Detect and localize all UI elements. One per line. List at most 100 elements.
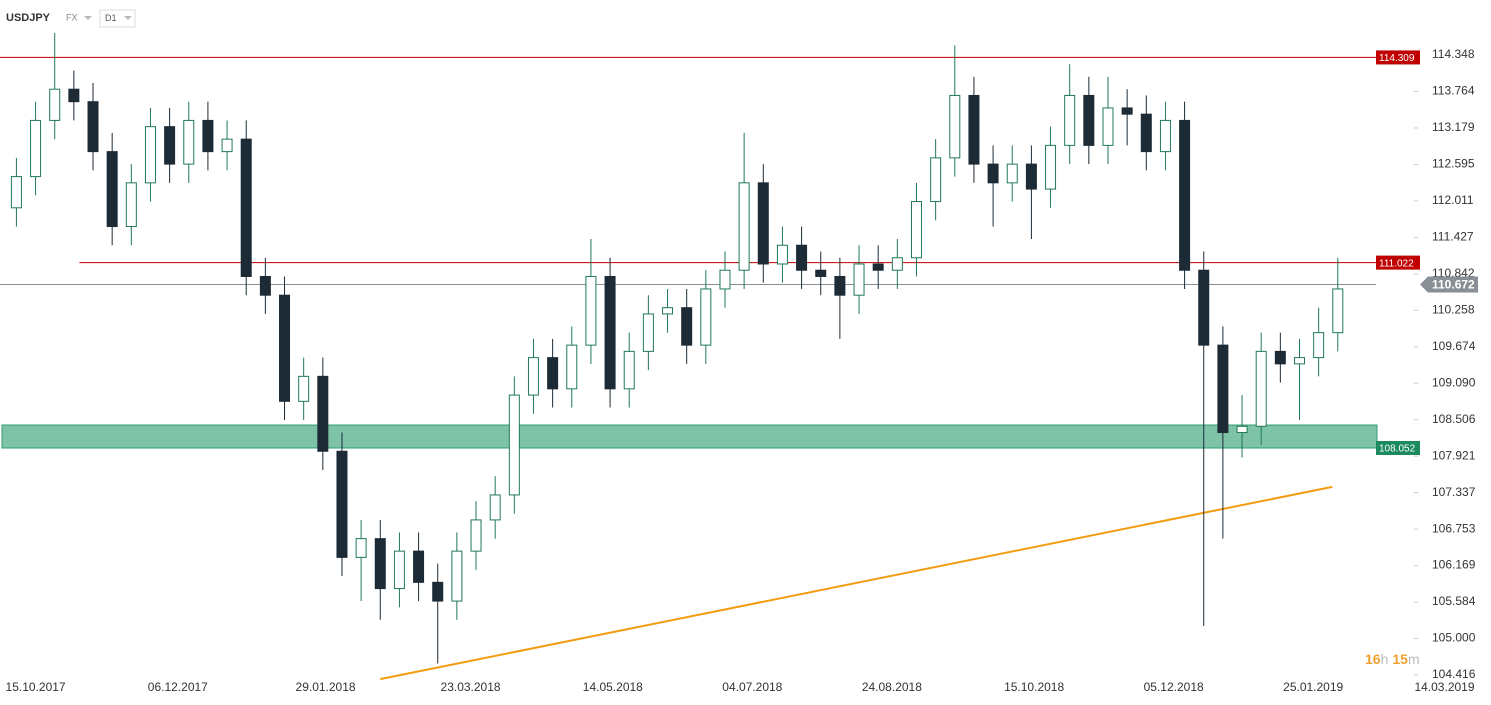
symbol: USDJPY — [6, 12, 51, 24]
candle-body — [872, 263, 884, 271]
y-tick-label: 113.764 — [1432, 84, 1475, 98]
candle-body — [393, 550, 405, 590]
candle-body — [1064, 94, 1076, 146]
candle-body — [738, 182, 750, 271]
x-tick-label: 05.12.2018 — [1144, 680, 1204, 694]
y-tick-label: 113.179 — [1432, 120, 1475, 134]
candle-body — [853, 263, 865, 296]
candle-body — [259, 275, 271, 296]
candle-body — [662, 307, 674, 315]
candle-body — [355, 538, 367, 558]
level-tag — [1376, 255, 1420, 270]
candle-body — [968, 94, 980, 165]
candle-body — [987, 163, 999, 184]
candle-body — [1255, 350, 1267, 427]
candle-body — [49, 88, 61, 121]
candle-body — [1045, 144, 1057, 190]
candle-body — [1274, 350, 1286, 365]
candle-body — [681, 307, 693, 346]
x-tick-label: 06.12.2017 — [148, 680, 208, 694]
timer-unit: h — [1381, 651, 1389, 667]
candle-body — [930, 157, 942, 203]
candle-body — [949, 94, 961, 159]
candle-body — [1332, 288, 1344, 334]
x-tick-label: 04.07.2018 — [722, 680, 782, 694]
candle-body — [374, 538, 386, 590]
candle-body — [910, 201, 922, 259]
candle-body — [279, 294, 291, 402]
candle-body — [623, 350, 635, 390]
candle-body — [432, 581, 444, 602]
y-tick-label: 105.000 — [1432, 631, 1476, 645]
candle-body — [604, 275, 616, 390]
candle-body — [1102, 107, 1114, 146]
y-tick-label: 106.169 — [1432, 558, 1476, 572]
candle-body — [891, 257, 903, 271]
timer: 16h 15m — [1365, 651, 1420, 667]
candle-body — [164, 126, 176, 165]
candle-body — [1121, 107, 1133, 115]
y-tick-label: 111.427 — [1432, 230, 1474, 244]
x-tick-label: 24.08.2018 — [862, 680, 922, 694]
candle-body — [757, 182, 769, 265]
x-tick-label: 14.05.2018 — [583, 680, 643, 694]
x-tick-label: 15.10.2017 — [6, 680, 66, 694]
candle-body — [776, 244, 788, 265]
candle-body — [1159, 119, 1171, 153]
y-tick-label: 105.584 — [1432, 594, 1476, 608]
interval-box[interactable] — [99, 9, 136, 28]
candle-body — [106, 151, 118, 228]
y-tick-label: 106.753 — [1432, 521, 1476, 535]
x-tick-label: 14.03.2019 — [1414, 680, 1474, 694]
price-tag — [1420, 276, 1478, 293]
level-tag-label: 111.022 — [1379, 258, 1414, 269]
y-tick-label: 107.921 — [1432, 448, 1476, 462]
candle-body — [527, 357, 539, 396]
y-tick-label: 114.348 — [1432, 47, 1475, 61]
x-tick-label: 23.03.2018 — [441, 680, 501, 694]
candle-body — [796, 244, 808, 271]
zone-tag — [1376, 441, 1420, 456]
candle-body — [30, 119, 42, 178]
candle-body — [547, 357, 559, 390]
candle-body — [470, 519, 482, 552]
candle-body — [585, 275, 597, 346]
candle-body — [508, 394, 520, 496]
y-tick-label: 112.011 — [1432, 193, 1474, 207]
candle-body — [489, 494, 501, 521]
candle-body — [202, 119, 214, 153]
y-tick-label: 109.090 — [1432, 375, 1476, 389]
x-tick-label: 25.01.2019 — [1283, 680, 1343, 694]
level-tag-label: 114.309 — [1379, 53, 1415, 64]
candle-body — [1179, 119, 1191, 271]
candle-body — [68, 88, 80, 103]
candle-body — [1236, 425, 1248, 434]
candle-body — [1083, 94, 1095, 146]
candle-body — [815, 269, 827, 277]
timer-hours: 16 — [1365, 651, 1381, 667]
trendline — [380, 485, 1333, 681]
candle-body — [719, 269, 731, 290]
y-tick-label: 112.595 — [1432, 157, 1475, 171]
candle-body — [566, 344, 578, 390]
candle-body — [642, 313, 654, 352]
dropdown-arrow — [84, 16, 92, 20]
candle-body — [221, 138, 233, 153]
market[interactable]: FX — [66, 12, 78, 22]
y-tick-label: 110.258 — [1432, 302, 1475, 316]
candle-body — [10, 176, 22, 209]
interval: D1 — [105, 13, 117, 23]
candle-body — [87, 101, 99, 153]
level-tag — [1376, 50, 1420, 65]
y-tick-label: 104.416 — [1432, 667, 1476, 681]
x-tick-label: 15.10.2018 — [1004, 680, 1064, 694]
y-tick-label: 109.674 — [1432, 339, 1476, 353]
candle-body — [298, 375, 310, 402]
candle-body — [1025, 163, 1037, 190]
candle-body — [451, 550, 463, 602]
candle-body — [1198, 269, 1210, 346]
candle-body — [1313, 332, 1325, 359]
candle-body — [336, 450, 348, 558]
candle-body — [240, 138, 252, 277]
